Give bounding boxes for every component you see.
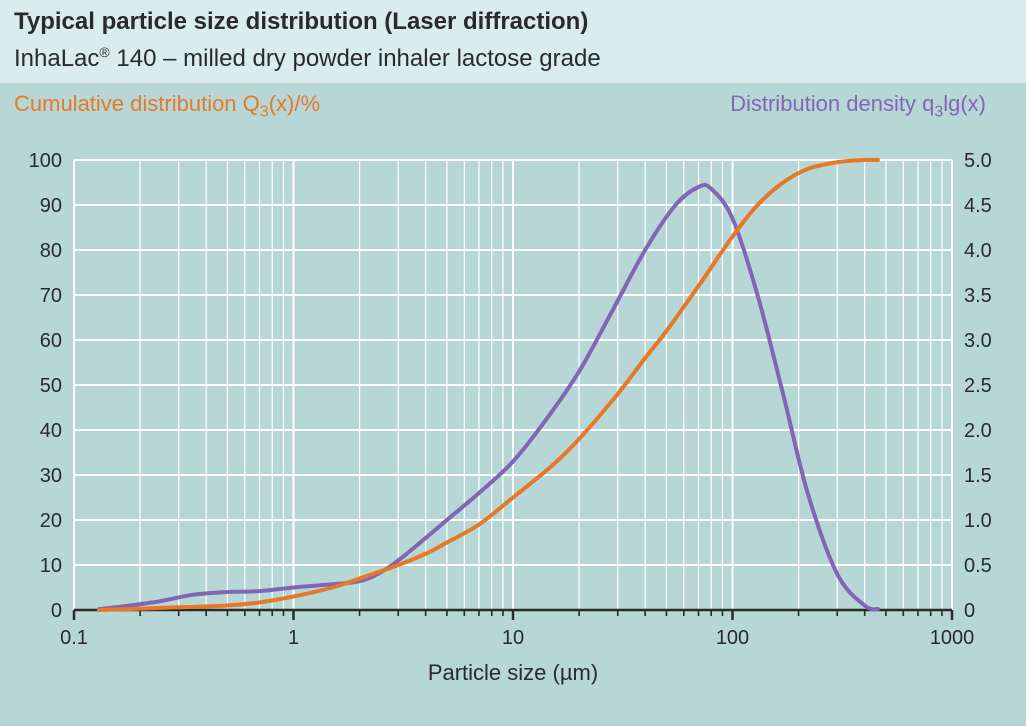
svg-text:3.0: 3.0 — [964, 330, 992, 352]
left-label-sub: 3 — [260, 103, 269, 120]
chart-svg: 010203040506070809010000.51.01.52.02.53.… — [14, 140, 1012, 700]
svg-text:1000: 1000 — [930, 627, 975, 649]
right-label-post: lg(x) — [943, 91, 986, 116]
svg-text:30: 30 — [40, 465, 62, 487]
right-y-axis-label: Distribution density q3lg(x) — [730, 91, 986, 121]
svg-text:0.5: 0.5 — [964, 555, 992, 577]
right-label-pre: Distribution density q — [730, 91, 934, 116]
svg-text:2.0: 2.0 — [964, 420, 992, 442]
title2-reg: ® — [99, 44, 109, 60]
svg-text:3.5: 3.5 — [964, 285, 992, 307]
svg-text:2.5: 2.5 — [964, 375, 992, 397]
svg-text:40: 40 — [40, 420, 62, 442]
left-label-post: (x)/% — [269, 91, 320, 116]
svg-text:0.1: 0.1 — [60, 627, 88, 649]
svg-text:1.5: 1.5 — [964, 465, 992, 487]
chart-svg-wrap: 010203040506070809010000.51.01.52.02.53.… — [14, 140, 1012, 700]
svg-text:90: 90 — [40, 195, 62, 217]
title-line-1: Typical particle size distribution (Lase… — [0, 0, 1026, 42]
svg-text:70: 70 — [40, 285, 62, 307]
svg-text:60: 60 — [40, 330, 62, 352]
svg-text:10: 10 — [502, 627, 524, 649]
svg-text:10: 10 — [40, 555, 62, 577]
svg-text:20: 20 — [40, 510, 62, 532]
title-line-2: InhaLac® 140 – milled dry powder inhaler… — [0, 42, 1026, 83]
axis-labels-row: Cumulative distribution Q3(x)/% Distribu… — [0, 83, 1026, 125]
right-label-sub: 3 — [934, 103, 943, 120]
svg-text:Particle size (µm): Particle size (µm) — [428, 660, 598, 685]
svg-text:80: 80 — [40, 240, 62, 262]
svg-text:4.0: 4.0 — [964, 240, 992, 262]
svg-text:50: 50 — [40, 375, 62, 397]
svg-text:4.5: 4.5 — [964, 195, 992, 217]
chart-container: Typical particle size distribution (Lase… — [0, 0, 1026, 726]
svg-text:5.0: 5.0 — [964, 150, 992, 172]
svg-text:0: 0 — [964, 600, 975, 622]
svg-text:1: 1 — [288, 627, 299, 649]
svg-text:100: 100 — [29, 150, 62, 172]
title2-post: 140 – milled dry powder inhaler lactose … — [110, 45, 601, 72]
title2-pre: InhaLac — [14, 45, 99, 72]
left-y-axis-label: Cumulative distribution Q3(x)/% — [14, 91, 320, 121]
svg-text:100: 100 — [716, 627, 749, 649]
svg-text:1.0: 1.0 — [964, 510, 992, 532]
left-label-pre: Cumulative distribution Q — [14, 91, 260, 116]
svg-text:0: 0 — [51, 600, 62, 622]
